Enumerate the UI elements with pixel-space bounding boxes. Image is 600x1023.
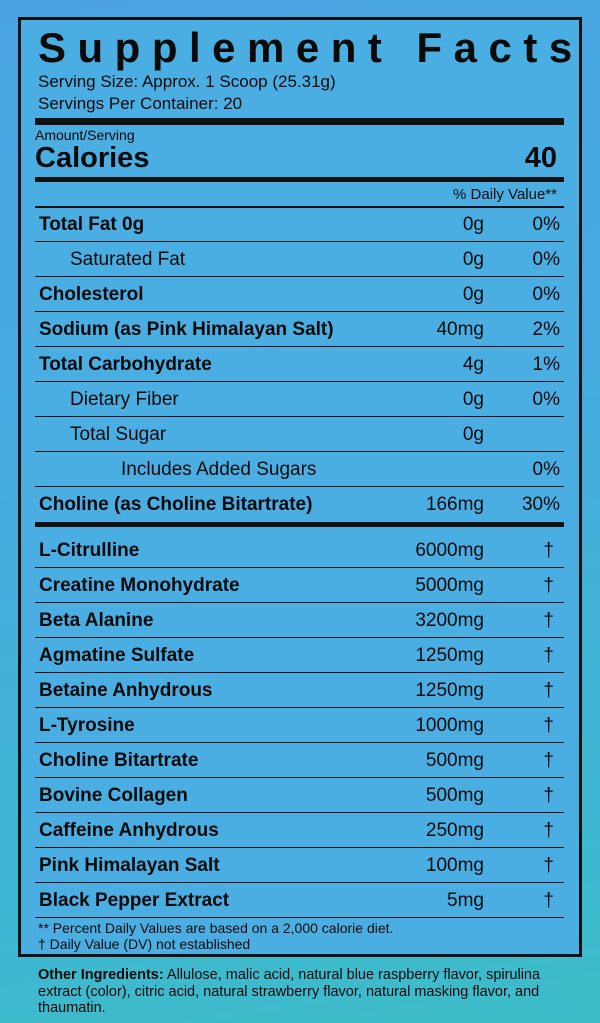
row-amount: 500mg bbox=[425, 750, 484, 771]
row-amount: 5000mg bbox=[415, 575, 484, 596]
nutrient-row: Sodium (as Pink Himalayan Salt) 40mg 2% bbox=[35, 312, 564, 347]
row-amount: 250mg bbox=[425, 820, 484, 841]
nutrient-row: Saturated Fat 0g 0% bbox=[35, 242, 564, 277]
row-name: Choline Bitartrate bbox=[39, 750, 199, 771]
row-name: Dietary Fiber bbox=[70, 389, 179, 410]
dagger-mark: † bbox=[543, 890, 554, 911]
panel-title: Supplement Facts bbox=[38, 24, 584, 71]
row-amount: 500mg bbox=[425, 785, 484, 806]
calories-label: Calories bbox=[35, 142, 150, 174]
dagger-mark: † bbox=[543, 820, 554, 841]
row-daily-value: 0% bbox=[532, 214, 560, 235]
dagger-mark: † bbox=[543, 610, 554, 631]
row-name: L-Tyrosine bbox=[39, 715, 135, 736]
nutrient-row: Choline (as Choline Bitartrate) 166mg 30% bbox=[35, 487, 564, 522]
row-name: Saturated Fat bbox=[70, 249, 186, 270]
calories-value: 40 bbox=[524, 142, 557, 174]
row-daily-value: 0% bbox=[532, 284, 560, 305]
row-name: Black Pepper Extract bbox=[39, 890, 230, 911]
row-amount: 3200mg bbox=[415, 610, 484, 631]
row-daily-value: 0% bbox=[532, 389, 560, 410]
ingredient-row: L-Citrulline 6000mg † bbox=[35, 533, 564, 568]
amount-serving-label: Amount/Serving bbox=[35, 127, 135, 143]
row-name: Bovine Collagen bbox=[39, 785, 188, 806]
row-name: Caffeine Anhydrous bbox=[39, 820, 219, 841]
row-name: Total Carbohydrate bbox=[39, 354, 212, 375]
servings-per-container: Servings Per Container: 20 bbox=[38, 94, 243, 113]
ingredient-row: Betaine Anhydrous 1250mg † bbox=[35, 673, 564, 708]
daily-value-header: % Daily Value** bbox=[453, 186, 557, 203]
other-ingredients-text: Allulose, malic acid, natural blue raspb… bbox=[38, 967, 541, 1016]
row-daily-value: 2% bbox=[532, 319, 560, 340]
other-ingredients-label: Other Ingredients: bbox=[38, 967, 164, 983]
row-amount: 0g bbox=[462, 214, 484, 235]
row-name: Cholesterol bbox=[39, 284, 144, 305]
row-name: Betaine Anhydrous bbox=[39, 680, 213, 701]
row-name: Pink Himalayan Salt bbox=[39, 855, 220, 876]
ingredient-row: Caffeine Anhydrous 250mg † bbox=[35, 813, 564, 848]
ingredient-row: Beta Alanine 3200mg † bbox=[35, 603, 564, 638]
ingredient-row: Choline Bitartrate 500mg † bbox=[35, 743, 564, 778]
ingredient-row: Pink Himalayan Salt 100mg † bbox=[35, 848, 564, 883]
dagger-mark: † bbox=[543, 645, 554, 666]
dagger-mark: † bbox=[543, 785, 554, 806]
thick-divider bbox=[35, 522, 564, 527]
row-amount: 0g bbox=[462, 389, 484, 410]
row-daily-value: 0% bbox=[532, 459, 560, 480]
dagger-mark: † bbox=[543, 680, 554, 701]
row-amount: 0g bbox=[462, 249, 484, 270]
nutrient-row: Total Carbohydrate 4g 1% bbox=[35, 347, 564, 382]
row-amount: 4g bbox=[462, 354, 484, 375]
row-amount: 1000mg bbox=[415, 715, 484, 736]
row-name: Agmatine Sulfate bbox=[39, 645, 195, 666]
row-name: Sodium (as Pink Himalayan Salt) bbox=[39, 319, 334, 340]
ingredient-row: L-Tyrosine 1000mg † bbox=[35, 708, 564, 743]
row-name: L-Citrulline bbox=[39, 540, 140, 561]
footnote-dv-not-established: † Daily Value (DV) not established bbox=[38, 936, 251, 952]
dagger-mark: † bbox=[543, 855, 554, 876]
serving-size: Serving Size: Approx. 1 Scoop (25.31g) bbox=[38, 72, 336, 91]
thick-divider bbox=[35, 118, 564, 125]
thick-divider bbox=[35, 177, 564, 182]
row-amount: 5mg bbox=[447, 890, 484, 911]
ingredient-row: Bovine Collagen 500mg † bbox=[35, 778, 564, 813]
row-name: Choline (as Choline Bitartrate) bbox=[39, 494, 313, 515]
supplement-facts-panel: Supplement Facts Serving Size: Approx. 1… bbox=[18, 17, 582, 957]
row-name: Creatine Monohydrate bbox=[39, 575, 240, 596]
ingredient-row: Black Pepper Extract 5mg † bbox=[35, 883, 564, 918]
nutrient-row: Includes Added Sugars 0% bbox=[35, 452, 564, 487]
dagger-mark: † bbox=[543, 540, 554, 561]
row-amount: 0g bbox=[462, 284, 484, 305]
dagger-mark: † bbox=[543, 750, 554, 771]
row-amount: 166mg bbox=[425, 494, 484, 515]
dagger-mark: † bbox=[543, 715, 554, 736]
nutrient-row: Total Fat 0g 0g 0% bbox=[35, 207, 564, 242]
row-amount: 100mg bbox=[425, 855, 484, 876]
row-amount: 40mg bbox=[436, 319, 484, 340]
divider bbox=[35, 206, 564, 208]
nutrient-row: Cholesterol 0g 0% bbox=[35, 277, 564, 312]
ingredient-row: Agmatine Sulfate 1250mg † bbox=[35, 638, 564, 673]
row-daily-value: 1% bbox=[532, 354, 560, 375]
row-amount: 1250mg bbox=[415, 645, 484, 666]
row-daily-value: 30% bbox=[521, 494, 560, 515]
ingredient-row: Creatine Monohydrate 5000mg † bbox=[35, 568, 564, 603]
nutrient-row: Dietary Fiber 0g 0% bbox=[35, 382, 564, 417]
row-name: Includes Added Sugars bbox=[121, 459, 317, 480]
row-amount: 6000mg bbox=[415, 540, 484, 561]
row-amount: 0g bbox=[462, 424, 484, 445]
nutrient-row: Total Sugar 0g bbox=[35, 417, 564, 452]
other-ingredients: Other Ingredients: Allulose, malic acid,… bbox=[38, 967, 578, 1017]
row-name: Beta Alanine bbox=[39, 610, 154, 631]
row-amount: 1250mg bbox=[415, 680, 484, 701]
footnote-daily-values: ** Percent Daily Values are based on a 2… bbox=[38, 920, 394, 936]
row-daily-value: 0% bbox=[532, 249, 560, 270]
row-name: Total Sugar bbox=[70, 424, 167, 445]
dagger-mark: † bbox=[543, 575, 554, 596]
row-name: Total Fat 0g bbox=[39, 214, 145, 235]
